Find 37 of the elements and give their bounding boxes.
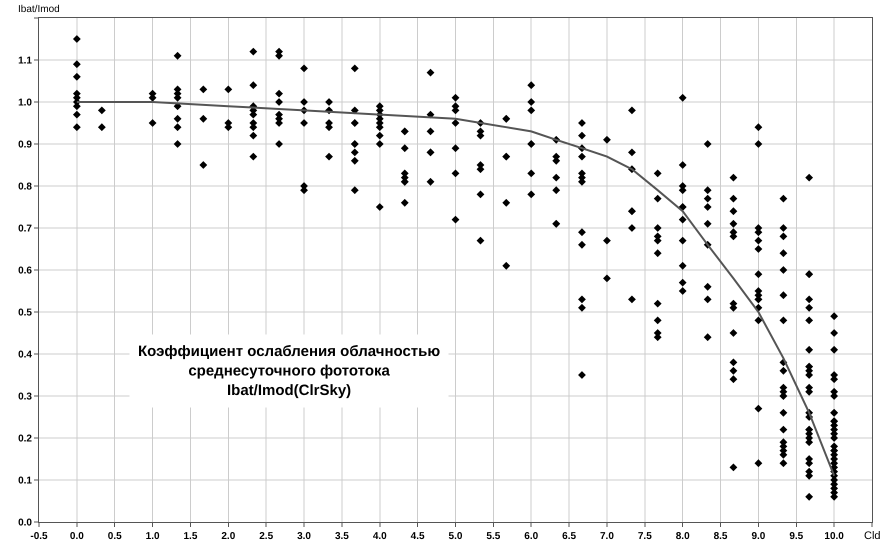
x-tick-label: 3.5	[334, 531, 350, 542]
y-tick-label: 0.4	[18, 350, 32, 360]
y-tick-label: 0.3	[18, 392, 32, 402]
annotation: Коэффициент ослабления облачностью среднесуточного фототока Ibat/Imod(ClrSky)	[138, 343, 440, 399]
x-tick-label: 0.0	[70, 531, 84, 542]
x-tick-label: 0.5	[108, 531, 122, 542]
x-axis-title: Cld	[864, 530, 881, 542]
x-tick-label: 4.5	[410, 531, 426, 542]
x-tick-label: 8.5	[714, 531, 728, 542]
x-tick-label: 3.0	[297, 531, 312, 542]
x-tick-label: 5.0	[448, 531, 463, 542]
x-tick-label: -0.5	[30, 531, 48, 542]
y-tick-label: 0.6	[18, 266, 32, 276]
x-tick-label: 9.0	[751, 531, 766, 542]
x-tick-label: 7.0	[600, 531, 614, 542]
x-tick-label: 6.5	[562, 531, 576, 542]
x-tick-label: 2.0	[221, 531, 236, 542]
y-tick-label: 1.0	[18, 98, 32, 108]
x-tick-label: 9.5	[789, 531, 804, 542]
x-tick-label: 6.0	[524, 531, 539, 542]
x-tick-label: 7.5	[638, 531, 652, 542]
x-tick-label: 2.5	[259, 531, 274, 542]
x-tick-label: 8.0	[676, 531, 690, 542]
x-tick-label: 5.5	[486, 531, 501, 542]
x-tick-label: 1.0	[146, 531, 160, 542]
y-tick-label: 1.1	[18, 56, 32, 66]
y-tick-label: 0.9	[18, 140, 32, 150]
y-axis-title: Ibat/Imod	[18, 4, 60, 15]
x-tick-label: 4.0	[372, 531, 388, 542]
x-tick-label: 10.0	[824, 531, 844, 542]
y-tick-label: 0.7	[18, 224, 32, 234]
x-tick-label: 1.5	[183, 531, 198, 542]
y-tick-label: 0.8	[18, 182, 32, 192]
y-tick-label: 0.2	[18, 434, 32, 444]
y-tick-label: 0.1	[18, 476, 32, 486]
y-tick-label: 0.5	[18, 308, 32, 318]
y-tick-label: 0.0	[18, 518, 32, 528]
